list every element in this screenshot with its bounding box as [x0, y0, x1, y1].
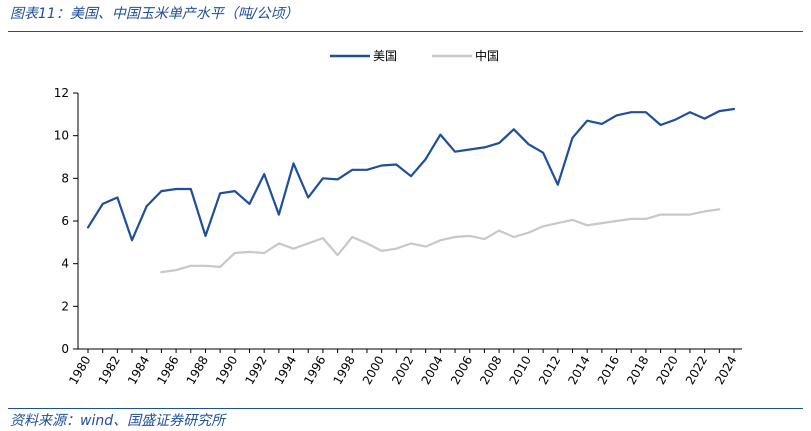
x-tick-label: 2004	[419, 354, 446, 387]
x-axis: 1980 1982 1984 1986 1988 1990 1992 1994 1996 1998…	[66, 348, 742, 387]
x-tick-label: 1980	[66, 354, 93, 387]
x-tick-label: 2018	[624, 354, 651, 387]
figure-title: 图表11：美国、中国玉米单产水平（吨/公顷）	[10, 6, 299, 22]
series-group	[86, 107, 736, 274]
y-tick-label: 0	[61, 342, 69, 356]
x-tick-label: 1982	[96, 354, 123, 387]
y-axis: 0 2 4 6 8 10 12	[54, 86, 79, 356]
y-tick-label: 6	[61, 214, 69, 228]
x-tick-label: 2022	[683, 354, 710, 387]
x-tick-label: 2002	[389, 354, 416, 387]
y-tick-label: 12	[54, 86, 69, 100]
x-tick-label: 2020	[653, 354, 680, 387]
footer-rule	[8, 408, 803, 409]
x-tick-label: 1986	[154, 354, 181, 387]
legend-label-us: 美国	[373, 49, 397, 63]
x-tick-label: 1984	[125, 354, 152, 387]
x-tick-label: 2006	[448, 354, 475, 387]
legend-label-china: 中国	[475, 48, 499, 63]
x-tick-label: 1998	[330, 354, 357, 387]
x-tick-label: 2012	[536, 354, 563, 387]
y-tick-label: 2	[61, 299, 69, 313]
y-tick-label: 4	[61, 257, 69, 271]
x-tick-label: 2010	[507, 354, 534, 387]
legend: 美国 中国	[330, 48, 499, 63]
series-line-china	[160, 208, 721, 274]
y-tick-label: 10	[54, 129, 69, 143]
x-tick-label: 2000	[360, 354, 387, 387]
x-tick-label: 2008	[477, 354, 504, 387]
y-tick-label: 8	[61, 171, 69, 185]
x-tick-label: 1988	[184, 354, 211, 387]
x-tick-label: 2016	[595, 354, 622, 387]
x-tick-label: 1994	[272, 354, 299, 387]
x-tick-label: 2014	[565, 354, 592, 387]
header-rule	[8, 31, 803, 32]
x-tick-label: 2024	[712, 354, 739, 387]
x-tick-label: 1992	[242, 354, 269, 387]
source-note: 资料来源：wind、国盛证券研究所	[10, 413, 226, 429]
x-tick-label: 1996	[301, 354, 328, 387]
x-tick-label: 1990	[213, 354, 240, 387]
series-line-us	[86, 107, 736, 242]
